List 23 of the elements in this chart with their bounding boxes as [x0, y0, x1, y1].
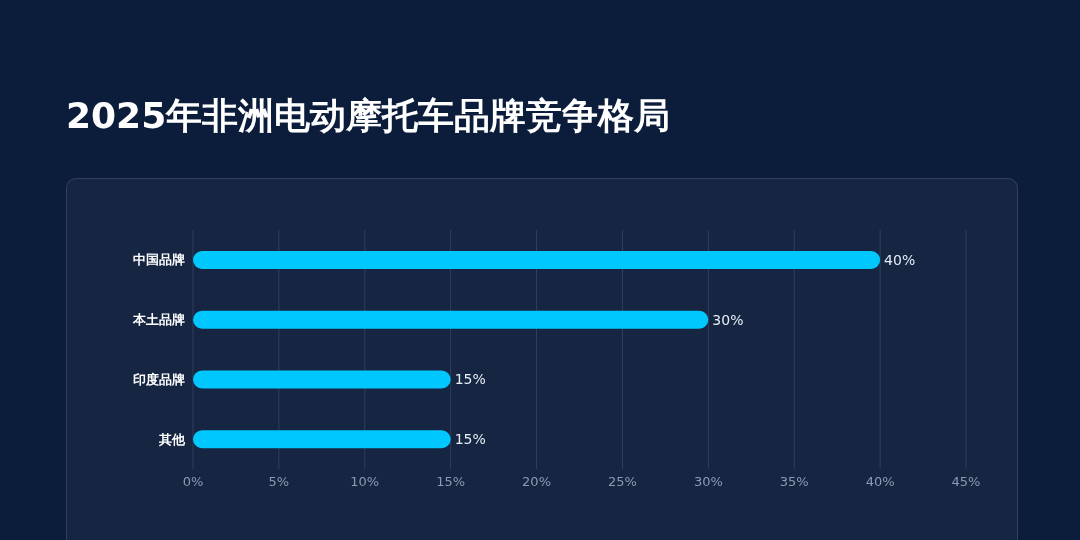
x-tick-label: 20%: [522, 474, 552, 490]
data-label: 15%: [454, 431, 486, 448]
bar: [193, 370, 451, 389]
x-tick-label: 40%: [865, 474, 895, 490]
bar: [193, 251, 881, 269]
x-tick-label: 5%: [268, 474, 290, 490]
bar: [193, 430, 451, 449]
y-tick-label: 其他: [158, 431, 186, 447]
x-tick-label: 35%: [779, 474, 809, 490]
chart-title: 2025年非洲电动摩托车品牌竞争格局: [66, 94, 671, 138]
bar: [193, 310, 709, 329]
y-tick-label: 中国品牌: [133, 252, 185, 268]
y-tick-label: 印度品牌: [133, 371, 185, 387]
data-label: 40%: [884, 251, 916, 268]
x-tick-label: 15%: [436, 474, 466, 490]
x-tick-label: 0%: [182, 474, 204, 490]
x-tick-label: 10%: [350, 474, 380, 490]
x-tick-label: 25%: [607, 474, 637, 490]
x-tick-label: 30%: [693, 474, 723, 490]
data-label: 15%: [454, 371, 486, 388]
x-tick-label: 45%: [951, 474, 981, 490]
data-label: 30%: [712, 311, 744, 328]
y-tick-label: 本土品牌: [132, 312, 185, 328]
